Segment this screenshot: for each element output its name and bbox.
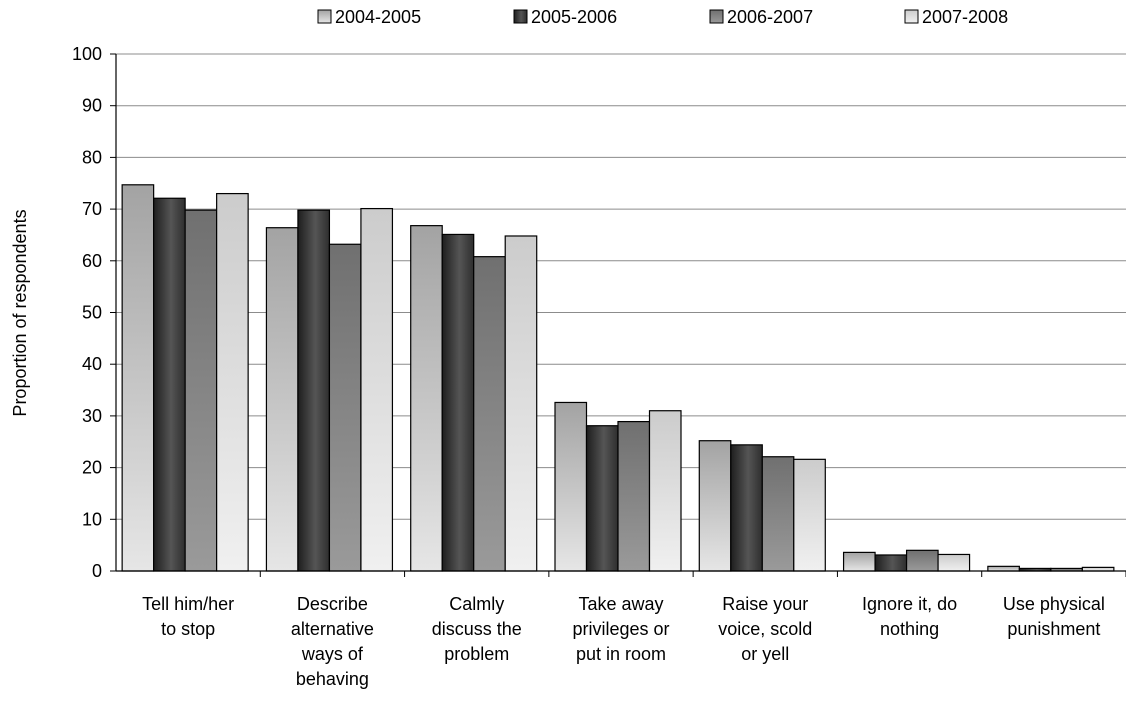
legend: 2004-2005 2005-2006 2006-2007 2007-2008 [317,7,1008,27]
bar-2004-2005-cat-1 [265,227,299,572]
bar-2004-2005-cat-3 [554,401,588,572]
bar-2005-2006-cat-2 [441,233,475,572]
legend-label: 2005-2006 [531,7,617,27]
bar-2005-2006-cat-1 [297,209,331,572]
x-category-label: Take away privileges or put in room [572,594,669,664]
legend-label: 2006-2007 [727,7,813,27]
y-tick-label: 0 [92,561,102,581]
y-tick-label: 60 [82,251,102,271]
bar-2005-2006-cat-4 [730,444,763,572]
bar-2006-2007-cat-3 [617,420,651,572]
bar-2004-2005-cat-6 [987,565,1020,572]
axes [110,53,1126,577]
x-category-label: Describe alternative ways of behaving [291,594,374,689]
bar-2005-2006-cat-3 [585,425,619,572]
bar-2007-2008-cat-0 [216,192,249,572]
bars [121,184,1115,572]
legend-swatch [317,9,332,24]
x-category-label: Calmly discuss the problem [432,594,522,664]
x-category-label: Use physical punishment [1003,594,1105,639]
legend-swatch [904,9,919,24]
bar-2007-2008-cat-2 [504,235,538,572]
bar-2005-2006-cat-0 [153,197,186,572]
legend-label: 2007-2008 [922,7,1008,27]
bar-2007-2008-cat-5 [937,553,971,572]
y-tick-label: 10 [82,509,102,529]
x-category-label: Ignore it, do nothing [862,594,957,639]
legend-swatch [513,9,528,24]
bar-2007-2008-cat-4 [793,458,826,572]
bar-2005-2006-cat-5 [874,554,908,572]
y-tick-labels: 0 10 20 30 40 50 60 70 80 90 100 [72,44,102,581]
bar-2006-2007-cat-0 [184,209,218,572]
legend-label: 2004-2005 [335,7,421,27]
bar-2004-2005-cat-4 [698,440,732,572]
bar-2006-2007-cat-1 [328,243,362,572]
bar-2004-2005-cat-0 [121,184,155,572]
y-tick-label: 20 [82,458,102,478]
y-tick-label: 30 [82,406,102,426]
legend-swatch [709,9,724,24]
bar-2006-2007-cat-4 [761,456,795,572]
y-tick-label: 90 [82,96,102,116]
bar-2007-2008-cat-1 [360,207,394,572]
bar-2004-2005-cat-5 [842,551,876,572]
bar-2007-2008-cat-3 [648,410,682,572]
bar-2004-2005-cat-2 [410,225,443,572]
y-tick-label: 50 [82,303,102,323]
y-tick-label: 80 [82,147,102,167]
x-category-labels: Tell him/her to stop Describe alternative wa… [142,594,1105,689]
x-category-label: Raise your voice, scold or yell [718,594,812,664]
x-category-label: Tell him/her to stop [142,594,234,639]
y-tick-label: 70 [82,199,102,219]
y-axis-title: Proportion of respondents [10,209,30,416]
bar-2006-2007-cat-2 [473,256,506,572]
y-tick-label: 40 [82,354,102,374]
y-tick-label: 100 [72,44,102,64]
bar-2006-2007-cat-5 [905,549,939,572]
